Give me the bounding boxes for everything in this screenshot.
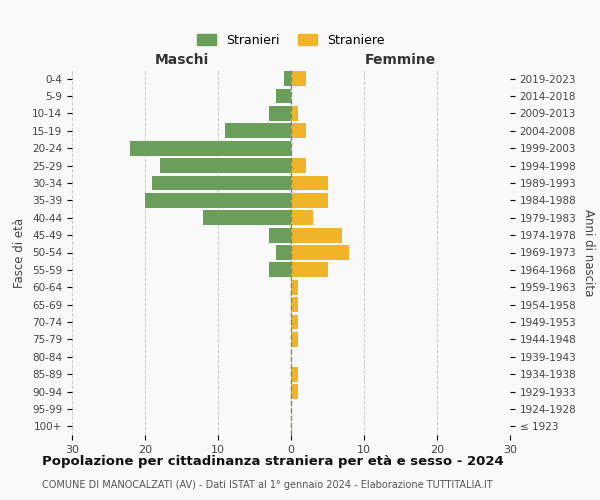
Legend: Stranieri, Straniere: Stranieri, Straniere	[193, 29, 389, 52]
Bar	[284, 72, 291, 86]
Bar	[291, 158, 305, 173]
Bar	[269, 262, 291, 278]
Bar	[160, 158, 291, 173]
Bar	[291, 245, 349, 260]
Bar	[152, 176, 291, 190]
Y-axis label: Fasce di età: Fasce di età	[13, 218, 26, 288]
Bar	[291, 193, 328, 208]
Y-axis label: Anni di nascita: Anni di nascita	[582, 209, 595, 296]
Bar	[291, 106, 298, 121]
Bar	[291, 262, 328, 278]
Bar	[291, 228, 342, 242]
Bar	[269, 228, 291, 242]
Bar	[291, 367, 298, 382]
Text: COMUNE DI MANOCALZATI (AV) - Dati ISTAT al 1° gennaio 2024 - Elaborazione TUTTIT: COMUNE DI MANOCALZATI (AV) - Dati ISTAT …	[42, 480, 493, 490]
Bar	[291, 124, 305, 138]
Bar	[277, 88, 291, 104]
Bar	[291, 72, 305, 86]
Bar	[291, 384, 298, 399]
Bar	[291, 280, 298, 294]
Bar	[291, 298, 298, 312]
Bar	[226, 124, 291, 138]
Bar	[291, 210, 313, 225]
Bar	[203, 210, 291, 225]
Text: Maschi: Maschi	[154, 52, 209, 66]
Bar	[277, 245, 291, 260]
Bar	[130, 141, 291, 156]
Bar	[291, 314, 298, 330]
Bar	[291, 176, 328, 190]
Bar	[145, 193, 291, 208]
Text: Popolazione per cittadinanza straniera per età e sesso - 2024: Popolazione per cittadinanza straniera p…	[42, 455, 504, 468]
Text: Femmine: Femmine	[365, 52, 436, 66]
Bar	[291, 332, 298, 347]
Bar	[269, 106, 291, 121]
